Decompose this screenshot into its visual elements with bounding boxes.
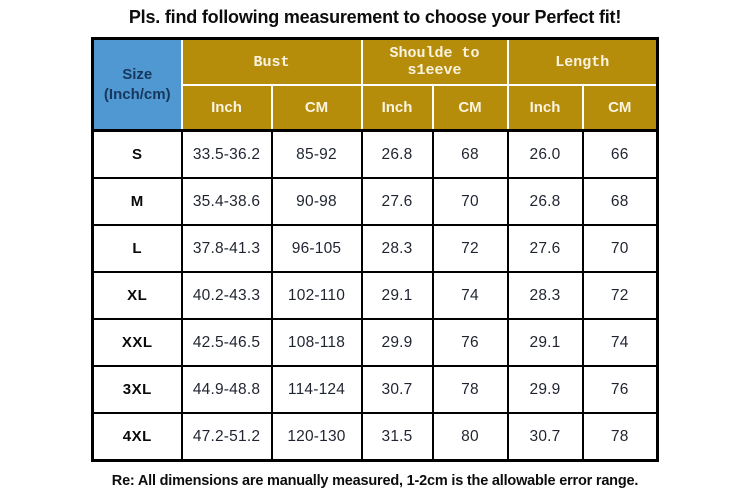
size-label: XXL [91,318,183,367]
measurement-cell: 37.8-41.3 [180,224,273,273]
size-label: 3XL [91,365,183,414]
measurement-cell: 27.6 [506,224,584,273]
measurement-cell: 31.5 [360,412,434,462]
measurement-cell: 72 [581,271,659,320]
measurement-cell: 28.3 [506,271,584,320]
size-label: L [91,224,183,273]
size-label: M [91,177,183,226]
measurement-cell: 42.5-46.5 [180,318,273,367]
size-label: XL [91,271,183,320]
measurement-cell: 76 [431,318,509,367]
table-row: L 37.8-41.3 96-105 28.3 72 27.6 70 [91,224,659,273]
measurement-cell: 78 [581,412,659,462]
size-chart-table: Size (Inch/cm) Bust Shoulde to s1eeve Le… [91,37,659,462]
measurement-cell: 30.7 [506,412,584,462]
measurement-cell: 29.9 [506,365,584,414]
subheader-length-inch: Inch [506,84,584,132]
measurement-cell: 40.2-43.3 [180,271,273,320]
measurement-cell: 29.1 [360,271,434,320]
measurement-cell: 74 [431,271,509,320]
measurement-cell: 26.0 [506,129,584,179]
measurement-cell: 72 [431,224,509,273]
measurement-cell: 44.9-48.8 [180,365,273,414]
measurement-cell: 35.4-38.6 [180,177,273,226]
group-header-bust: Bust [180,37,363,86]
measurement-cell: 74 [581,318,659,367]
subheader-shoulder-inch: Inch [360,84,434,132]
size-table-body: S 33.5-36.2 85-92 26.8 68 26.0 66 M 35.4-38.6 90-… [91,129,659,462]
subheader-bust-cm: CM [270,84,363,132]
table-header: Size (Inch/cm) Bust Shoulde to s1eeve Le… [92,37,659,132]
table-row: XL 40.2-43.3 102-110 29.1 74 28.3 72 [91,271,659,320]
measurement-cell: 47.2-51.2 [180,412,273,462]
group-header-shoulder-to-sleeve: Shoulde to s1eeve [360,37,509,86]
measurement-cell: 28.3 [360,224,434,273]
measurement-cell: 29.1 [506,318,584,367]
table-row: M 35.4-38.6 90-98 27.6 70 26.8 68 [91,177,659,226]
measurement-cell: 29.9 [360,318,434,367]
size-label: S [91,129,183,179]
table-row: XXL 42.5-46.5 108-118 29.9 76 29.1 74 [91,318,659,367]
measurement-cell: 27.6 [360,177,434,226]
measurement-cell: 96-105 [270,224,363,273]
size-header-line2: (Inch/cm) [103,85,171,103]
size-header-line1: Size [122,66,153,83]
measurement-cell: 102-110 [270,271,363,320]
measurement-cell: 33.5-36.2 [180,129,273,179]
measurement-cell: 78 [431,365,509,414]
measurement-cell: 108-118 [270,318,363,367]
page-title: Pls. find following measurement to choos… [128,7,622,27]
measurement-cell: 85-92 [270,129,363,179]
measurement-cell: 80 [431,412,509,462]
size-label: 4XL [91,412,183,462]
table-row: 4XL 47.2-51.2 120-130 31.5 80 30.7 78 [91,412,659,462]
measurement-cell: 90-98 [270,177,363,226]
measurement-cell: 66 [581,129,659,179]
subheader-shoulder-cm: CM [431,84,509,132]
table-row: 3XL 44.9-48.8 114-124 30.7 78 29.9 76 [91,365,659,414]
group-header-length: Length [506,37,659,86]
measurement-cell: 120-130 [270,412,363,462]
measurement-cell: 76 [581,365,659,414]
measurement-cell: 70 [581,224,659,273]
subheader-length-cm: CM [581,84,659,132]
footer-note: Re: All dimensions are manually measured… [111,473,639,489]
subheader-bust-inch: Inch [180,84,273,132]
measurement-cell: 26.8 [360,129,434,179]
measurement-cell: 68 [581,177,659,226]
measurement-cell: 114-124 [270,365,363,414]
measurement-cell: 30.7 [360,365,434,414]
measurement-cell: 68 [431,129,509,179]
measurement-cell: 26.8 [506,177,584,226]
size-column-header: Size (Inch/cm) [92,38,183,132]
table-row: S 33.5-36.2 85-92 26.8 68 26.0 66 [91,129,659,179]
measurement-cell: 70 [431,177,509,226]
